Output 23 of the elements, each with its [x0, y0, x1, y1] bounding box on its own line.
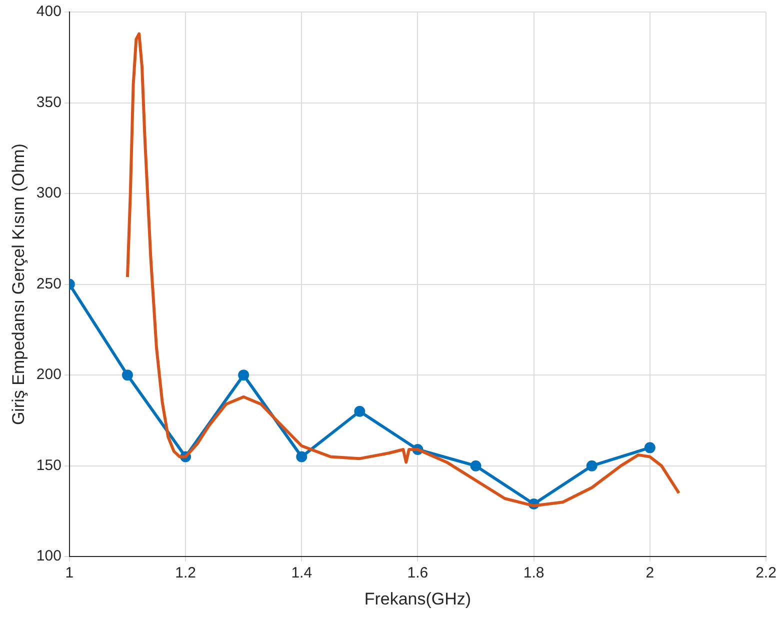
- y-axis-title: Giriş Empedansı Gerçel Kısım (Ohm): [8, 144, 28, 426]
- y-tick-label: 200: [36, 366, 62, 384]
- y-tick-label: 400: [36, 3, 62, 20]
- x-tick-label: 2: [646, 564, 654, 582]
- y-tick-label: 100: [36, 548, 62, 565]
- x-axis-title: Frekans(GHz): [364, 589, 472, 608]
- x-tick-label: 2.2: [756, 564, 776, 582]
- y-tick-label: 150: [36, 456, 62, 474]
- x-tick-label: 1.4: [291, 564, 312, 582]
- y-tick-label: 300: [36, 184, 62, 202]
- y-tick-label: 250: [36, 275, 62, 292]
- x-tick-label: 1.6: [407, 564, 428, 582]
- point: [238, 370, 250, 381]
- x-tick-label: 1.8: [523, 564, 544, 582]
- y-tick-label: 350: [36, 94, 62, 111]
- point: [586, 460, 598, 472]
- point: [644, 442, 656, 454]
- x-tick-label: 1.2: [175, 564, 196, 582]
- point: [122, 370, 133, 381]
- x-tick-label: 1: [65, 564, 74, 582]
- point: [470, 460, 482, 472]
- point: [354, 406, 366, 417]
- point: [296, 451, 308, 462]
